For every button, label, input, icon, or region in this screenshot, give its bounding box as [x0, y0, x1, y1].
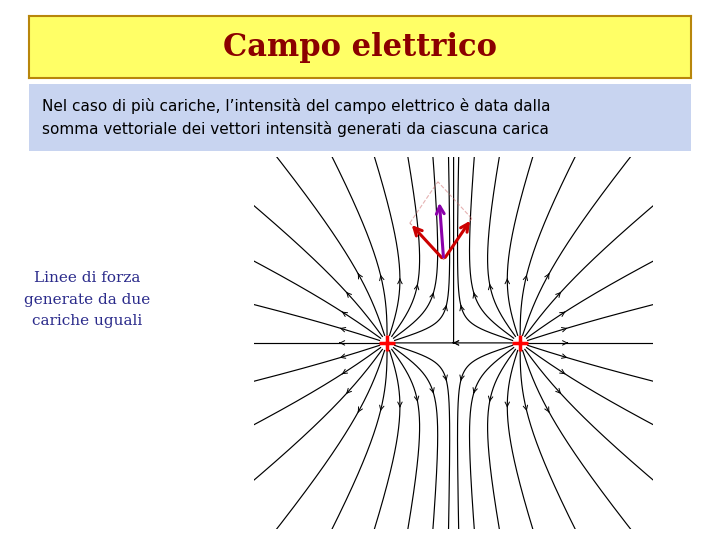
Text: Linee di forza
generate da due
cariche uguali: Linee di forza generate da due cariche u…: [24, 271, 150, 328]
Text: Nel caso di più cariche, l’intensità del campo elettrico è data dalla
somma vett: Nel caso di più cariche, l’intensità del…: [42, 98, 551, 137]
Text: Campo elettrico: Campo elettrico: [223, 32, 497, 63]
